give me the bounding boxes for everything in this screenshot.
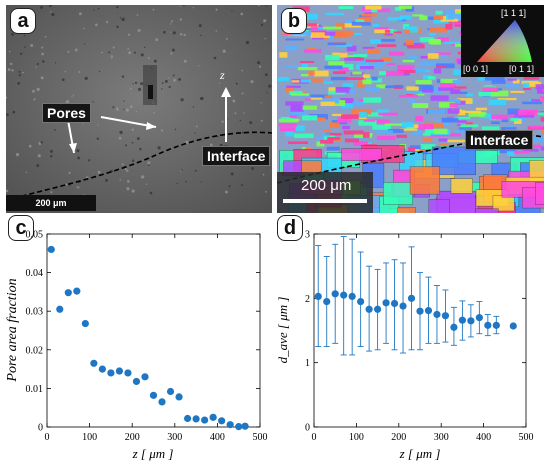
data-point xyxy=(64,289,72,297)
y-tick-label: 3 xyxy=(305,230,310,241)
x-axis-label: z [ μm ] xyxy=(132,446,174,461)
axis-ticks: 0 100 200 300 400 500 0 1 2 3 xyxy=(305,230,534,444)
data-points xyxy=(314,236,517,356)
x-tick-label: 100 xyxy=(82,432,97,443)
grain-size-chart: 0 100 200 300 400 500 0 1 2 3 d_ave [ μm ] z [ μm… xyxy=(275,230,534,462)
ipf-label-111: [1 1 1] xyxy=(501,8,527,18)
x-axis-label: z [ μm ] xyxy=(399,446,441,461)
y-axis-label: Pore area fraction xyxy=(5,278,20,382)
data-point xyxy=(124,369,132,377)
data-point xyxy=(314,292,322,301)
x-tick-label: 300 xyxy=(167,432,182,443)
y-tick-label: 0.04 xyxy=(26,268,44,279)
data-point xyxy=(458,316,466,324)
data-point xyxy=(323,297,331,306)
pore-fraction-chart: 0 100 200 300 400 500 0 0.01 0.02 0.03 0.04 0.05 Po… xyxy=(5,230,268,462)
data-point xyxy=(433,310,441,319)
ipf-label-011: [0 1 1] xyxy=(509,64,535,74)
axis-ticks: 0 100 200 300 400 500 0 0.01 0.02 0.03 0.04 0.05 xyxy=(26,230,268,444)
data-point xyxy=(141,373,149,381)
ebsd-map xyxy=(277,5,544,213)
data-point xyxy=(357,297,365,306)
data-points xyxy=(47,245,249,431)
ipf-label-001: [0 0 1] xyxy=(463,64,489,74)
data-point xyxy=(73,287,81,295)
data-point xyxy=(475,314,483,322)
data-point xyxy=(56,305,64,313)
scalebar-label: 200 μm xyxy=(6,195,96,211)
y-axis-label: d_ave [ μm ] xyxy=(275,297,290,364)
sem-micrograph-panel: a Pores z Interface 200 μm xyxy=(6,5,272,213)
y-tick-label: 2 xyxy=(305,294,310,305)
data-point xyxy=(132,377,141,386)
data-point xyxy=(382,299,390,307)
data-point xyxy=(175,393,183,401)
x-tick-label: 400 xyxy=(476,432,491,443)
x-tick-label: 200 xyxy=(125,432,140,443)
data-point xyxy=(407,294,416,302)
interface-line xyxy=(277,134,544,184)
scalebar-bg xyxy=(277,172,373,213)
data-point xyxy=(158,398,166,406)
pores-label: Pores xyxy=(42,103,91,123)
x-tick-label: 500 xyxy=(253,432,268,443)
data-point xyxy=(365,305,373,313)
y-tick-label: 0 xyxy=(305,423,310,434)
y-tick-label: 0.02 xyxy=(26,345,44,356)
data-point xyxy=(441,312,450,320)
data-point xyxy=(218,417,226,425)
data-point xyxy=(98,365,106,373)
x-tick-label: 400 xyxy=(210,432,225,443)
data-point xyxy=(467,317,475,325)
data-point xyxy=(81,319,89,328)
y-tick-label: 0 xyxy=(38,423,43,434)
data-point xyxy=(374,305,382,313)
data-point xyxy=(107,369,115,377)
data-point xyxy=(416,307,424,315)
x-tick-label: 0 xyxy=(45,432,50,443)
interface-label: Interface xyxy=(465,130,534,150)
data-point xyxy=(90,359,98,367)
panel-b-letter: b xyxy=(281,8,307,34)
ebsd-map-panel: b [1 1 1] [0 0 1] [0 1 1] Interface 200 … xyxy=(277,5,544,213)
scalebar-label: 200 μm xyxy=(301,177,352,194)
data-point xyxy=(241,422,249,430)
y-tick-label: 1 xyxy=(305,358,310,369)
x-tick-label: 200 xyxy=(391,432,406,443)
z-label: z xyxy=(220,68,225,82)
y-tick-label: 0.05 xyxy=(26,230,44,241)
data-point xyxy=(348,292,356,301)
data-point xyxy=(209,413,217,421)
panel-c-letter: c xyxy=(8,215,34,241)
data-point xyxy=(399,302,407,310)
panel-a-letter: a xyxy=(10,8,36,34)
data-point xyxy=(424,306,433,315)
data-point xyxy=(183,414,192,423)
interface-label: Interface xyxy=(202,146,271,166)
data-point xyxy=(340,291,348,299)
panel-d-letter: d xyxy=(277,215,303,241)
x-tick-label: 300 xyxy=(434,432,449,443)
data-point xyxy=(201,416,209,424)
y-tick-label: 0.01 xyxy=(26,384,44,395)
y-tick-label: 0.03 xyxy=(26,307,44,318)
data-point xyxy=(492,321,500,329)
x-tick-label: 500 xyxy=(519,432,534,443)
data-point xyxy=(235,423,243,431)
data-point xyxy=(390,299,399,308)
data-point xyxy=(47,245,55,254)
x-tick-label: 0 xyxy=(312,432,317,443)
data-point xyxy=(166,387,175,396)
data-point xyxy=(331,290,339,298)
data-point xyxy=(226,421,234,429)
x-tick-label: 100 xyxy=(349,432,364,443)
data-point xyxy=(484,321,492,329)
data-point xyxy=(192,415,200,423)
data-point xyxy=(450,323,458,331)
data-point xyxy=(149,391,158,399)
data-point xyxy=(115,367,124,375)
interface-line xyxy=(6,131,272,201)
data-point xyxy=(509,322,517,330)
